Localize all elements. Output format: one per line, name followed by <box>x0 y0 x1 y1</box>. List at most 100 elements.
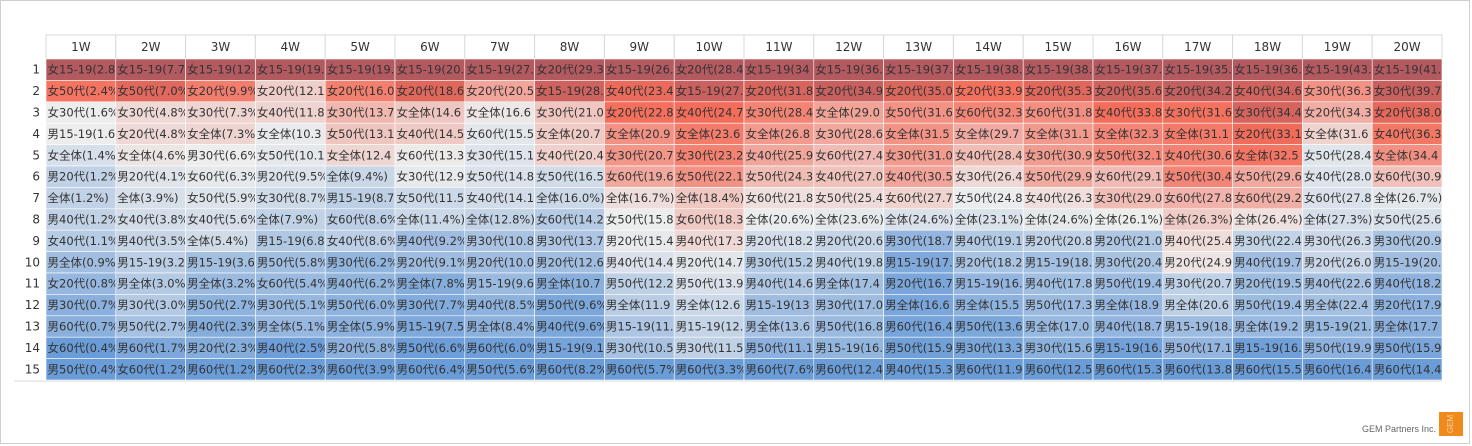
heatmap-cell-label: 女40代(20.4 <box>536 148 604 162</box>
heatmap-cell-label: 女60代(27.4 <box>815 148 883 162</box>
heatmap-cell-label: 男60代(8.2% <box>536 362 607 376</box>
heatmap-cell-label: 男15-19(3.2 <box>117 255 185 269</box>
heatmap-cell-label: 女15-19(34 <box>746 63 810 77</box>
heatmap-cell-label: 男全体(22.4 <box>1304 298 1369 312</box>
heatmap-cell-label: 女40代(30.5 <box>885 170 953 184</box>
heatmap-cell-label: 女40代(25.9 <box>746 148 814 162</box>
heatmap-cell-label: 男40代(6.2% <box>327 277 398 291</box>
heatmap-cell-label: 男60代(13.8 <box>1164 362 1232 376</box>
heatmap-cell-label: 男60代(14.4 <box>1374 362 1442 376</box>
heatmap-cell-label: 男50代(2.7% <box>187 298 258 312</box>
heatmap-cell-label: 女20代(16.0 <box>327 84 395 98</box>
heatmap-cell-label: 男30代(22.4 <box>1234 234 1302 248</box>
heatmap-cell-label: 男50代(13.6 <box>955 320 1023 334</box>
heatmap-cell-label: 女50代(15.8 <box>606 213 674 227</box>
heatmap-cell-label: 男30代(20.4 <box>1095 255 1163 269</box>
heatmap-cell-label: 男15-19(11. <box>606 320 674 334</box>
heatmap-cell-label: 女20代(18.6 <box>397 84 465 98</box>
heatmap-cell-label: 女30代(28.4 <box>746 106 814 120</box>
heatmap-cell-label: 女15-19(37. <box>1095 63 1163 77</box>
heatmap-cell-label: 女全体(23.6 <box>676 127 741 141</box>
heatmap-cell-label: 男20代(16.7 <box>885 277 953 291</box>
heatmap-cell-label: 女50代(29.6 <box>1234 170 1302 184</box>
heatmap-cell-label: 女20代(0.8% <box>48 277 119 291</box>
heatmap-cell-label: 男15-19(1.6 <box>48 127 116 141</box>
heatmap-cell-label: 女60代(32.3 <box>955 106 1023 120</box>
row-label: 10 <box>25 255 40 269</box>
heatmap-cell-label: 男50代(19.9 <box>1304 341 1372 355</box>
heatmap-cell-label: 男40代(1.2% <box>48 213 119 227</box>
heatmap-cell-label: 女15-19(35. <box>1164 63 1232 77</box>
heatmap-cell-label: 女40代(11.8 <box>257 106 325 120</box>
heatmap-cell-label: 男20代(24.9 <box>1164 255 1232 269</box>
heatmap-cell-label: 女50代(13.1 <box>327 127 395 141</box>
heatmap-cell-label: 男全体(17.4 <box>815 277 880 291</box>
heatmap-cell-label: 全体(23.1%) <box>955 213 1024 227</box>
heatmap-cell <box>1371 358 1443 381</box>
column-header-label: 7W <box>490 40 510 54</box>
heatmap-cell-label: 女30代(15.1 <box>466 148 534 162</box>
heatmap-cell-label: 女15-19(38. <box>955 63 1023 77</box>
heatmap-cell-label: 全体(24.6%) <box>885 213 954 227</box>
heatmap-cell-label: 女50代(25.4 <box>815 191 883 205</box>
heatmap-cell-label: 全体(26.4%) <box>1234 213 1303 227</box>
heatmap-cell-label: 男40代(14.4 <box>606 255 674 269</box>
column-header-label: 10W <box>696 40 723 54</box>
heatmap-cell-label: 女15-19(43. <box>1304 63 1372 77</box>
heatmap-cell-label: 男60代(1.7% <box>117 341 188 355</box>
heatmap-cell-label: 女全体(32.3 <box>1095 127 1160 141</box>
heatmap-cell-label: 男全体(17.7 <box>1374 320 1439 334</box>
heatmap-cell-label: 男15-19(18. <box>1164 320 1232 334</box>
heatmap-cell-label: 女30代(28.6 <box>815 127 883 141</box>
heatmap-cell-label: 女20代(29.3 <box>536 63 604 77</box>
heatmap-cell-label: 女30代(4.8% <box>117 106 188 120</box>
heatmap-cell-label: 男全体(5.1% <box>257 320 325 334</box>
heatmap-cell-label: 全体(16.7%) <box>606 191 675 205</box>
heatmap-cell-label: 男60代(5.7% <box>606 362 677 376</box>
heatmap-cell-label: 男30代(11.5 <box>676 341 744 355</box>
heatmap-cell-label: 男50代(12.2 <box>606 277 674 291</box>
heatmap-cell-label: 女全体(20.9 <box>606 127 671 141</box>
heatmap-cell-label: 男60代(2.3% <box>257 362 328 376</box>
heatmap-cell-label: 男40代(25.4 <box>1164 234 1232 248</box>
row-label: 12 <box>25 298 40 312</box>
heatmap-cell-label: 男15-19(21. <box>1304 320 1372 334</box>
heatmap-cell-label: 女20代(34.2 <box>1164 84 1232 98</box>
heatmap-cell-label: 男15-19(16. <box>955 277 1023 291</box>
heatmap-cell-label: 全体(3.9%) <box>117 191 178 205</box>
heatmap-cell-label: 女全体(32.5 <box>1234 148 1299 162</box>
heatmap-cell-label: 男15-19(20. <box>1374 255 1442 269</box>
heatmap-cell-label: 全体(26.3%) <box>1164 213 1233 227</box>
heatmap-cell-label: 女60代(14.2 <box>536 213 604 227</box>
heatmap-cell-label: 女15-19(20. <box>397 63 465 77</box>
heatmap-cell-label: 男60代(12.5 <box>1025 362 1093 376</box>
heatmap-cell-label: 男30代(20.9 <box>1374 234 1442 248</box>
heatmap-cell-label: 男20代(5.8% <box>327 341 398 355</box>
heatmap-cell-label: 男50代(2.7% <box>117 320 188 334</box>
heatmap-cell-label: 男50代(13.9 <box>676 277 744 291</box>
heatmap-cell-label: 男30代(3.0% <box>117 298 188 312</box>
heatmap-cell-label: 全体(24.6%) <box>1025 213 1094 227</box>
column-header-label: 18W <box>1254 40 1281 54</box>
row-label: 6 <box>32 170 40 184</box>
heatmap-cell-label: 女60代(15.5 <box>466 127 534 141</box>
heatmap-cell-label: 女60代(29.1 <box>1095 170 1163 184</box>
heatmap-cell-label: 男50代(6.0% <box>327 298 398 312</box>
heatmap-cell-label: 女20代(33.1 <box>1234 127 1302 141</box>
heatmap-cell-label: 男50代(15.9 <box>885 341 953 355</box>
heatmap-cell-label: 女40代(30.6 <box>1164 148 1232 162</box>
heatmap-cell-label: 男50代(17.3 <box>1025 298 1093 312</box>
row-label: 14 <box>25 341 40 355</box>
heatmap-cell-label: 女50代(2.4% <box>48 84 119 98</box>
heatmap-cell-label: 男全体(20.6 <box>1164 298 1229 312</box>
credit-text: GEM Partners Inc. <box>1361 424 1436 434</box>
column-header-label: 14W <box>975 40 1002 54</box>
heatmap-cell-label: 女60代(6.3% <box>187 170 258 184</box>
heatmap-cell-label: 男40代(18.7 <box>1095 320 1163 334</box>
heatmap-cell-label: 男40代(14.6 <box>746 277 814 291</box>
heatmap-cell-label: 女30代(26.4 <box>955 170 1023 184</box>
heatmap-cell-label: 女20代(20.5 <box>466 84 534 98</box>
heatmap-cell-label: 男全体(3.2% <box>187 277 255 291</box>
heatmap-cell-label: 男全体(11.9 <box>606 298 671 312</box>
